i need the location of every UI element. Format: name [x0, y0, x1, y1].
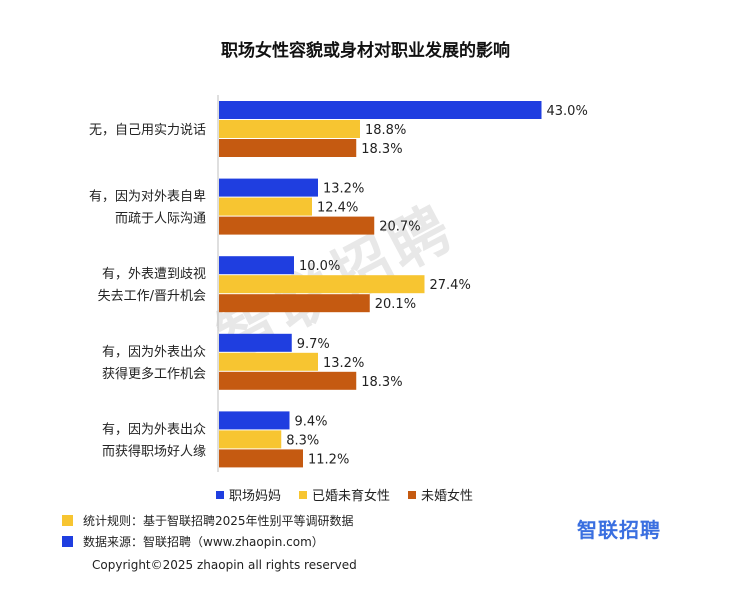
legend-swatch-series2 [299, 490, 308, 499]
data-label: 18.3% [361, 375, 402, 390]
category-label: 失去工作/晋升机会 [98, 289, 206, 304]
data-label: 13.2% [323, 356, 364, 371]
bar [219, 178, 318, 197]
data-label: 20.1% [375, 297, 416, 312]
category-label: 有，因为对外表自卑 [89, 189, 206, 205]
legend-item-series1: 职场妈妈 [216, 485, 281, 504]
bar [219, 197, 312, 216]
category-label: 有，因为外表出众 [102, 422, 206, 437]
data-label: 8.3% [286, 433, 319, 448]
bar [219, 216, 375, 235]
legend-label-series3: 未婚女性 [421, 489, 474, 504]
bar [219, 294, 370, 313]
footnote-rules-square [62, 515, 73, 526]
data-label: 27.4% [430, 278, 471, 293]
bar [219, 430, 282, 449]
data-label: 18.8% [365, 123, 406, 138]
legend-label-series1: 职场妈妈 [229, 489, 282, 504]
data-label: 12.4% [317, 201, 358, 216]
data-label: 20.7% [379, 220, 420, 235]
category-label: 而获得职场好人缘 [102, 443, 206, 459]
data-label: 10.0% [299, 259, 340, 274]
bar [219, 333, 292, 352]
bar [219, 256, 294, 275]
bar [219, 449, 303, 468]
bar [219, 411, 290, 430]
brand-logo: 智联招聘 [577, 518, 661, 542]
footnote-rules-text: 统计规则：基于智联招聘2025年性别平等调研数据 [83, 514, 354, 528]
data-label: 9.4% [295, 414, 328, 429]
data-label: 9.7% [297, 337, 330, 352]
footnote-rules: 统计规则：基于智联招聘2025年性别平等调研数据 [62, 512, 354, 529]
data-label: 43.0% [547, 104, 588, 119]
bar [219, 120, 360, 138]
data-label: 18.3% [361, 142, 402, 157]
legend-label-series2: 已婚未育女性 [312, 489, 391, 504]
category-label: 无，自己用实力说话 [89, 123, 206, 138]
data-label: 11.2% [308, 452, 349, 467]
bar [219, 275, 425, 294]
footnote-source: 数据来源：智联招聘（www.zhaopin.com） [62, 533, 324, 550]
bar-chart: 无，自己用实力说话 43.0% 18.8% 18.3% 有，因为对外表自卑而疏于人际沟通… [89, 95, 588, 472]
copyright: Copyright©2025 zhaopin all rights reserv… [92, 558, 357, 572]
category-label: 获得更多工作机会 [102, 366, 206, 382]
bar [219, 139, 357, 157]
bar [219, 371, 357, 390]
chart-title: 职场女性容貌或身材对职业发展的影响 [221, 41, 510, 61]
bar [219, 101, 542, 119]
legend: 职场妈妈 已婚未育女性 未婚女性 [216, 485, 473, 504]
footnote-source-text: 数据来源：智联招聘（www.zhaopin.com） [83, 535, 324, 549]
legend-item-series3: 未婚女性 [408, 485, 473, 504]
legend-swatch-series1 [216, 490, 224, 499]
footnote-source-square [62, 536, 73, 547]
data-label: 13.2% [323, 182, 364, 197]
category-label: 而疏于人际沟通 [115, 212, 206, 227]
legend-swatch-series3 [408, 490, 417, 499]
bar [219, 352, 318, 371]
legend-item-series2: 已婚未育女性 [299, 485, 390, 504]
category-label: 有，因为外表出众 [102, 345, 206, 360]
category-label: 有，外表遭到歧视 [102, 267, 206, 282]
